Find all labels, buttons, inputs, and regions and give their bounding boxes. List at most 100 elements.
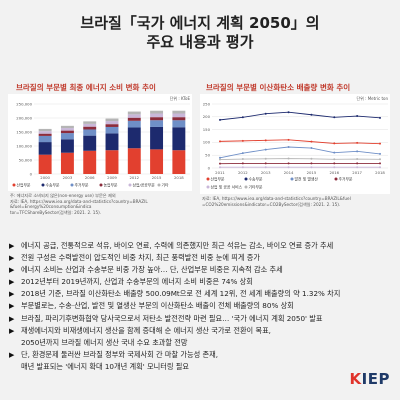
bar-segment [38,131,52,134]
bar-segment [60,139,74,153]
bar-segment [127,111,141,115]
bar-segment [38,154,52,174]
bullet-item: ▶ 부문별로는, 수송·산업, 발전 및 열생산 부문의 이산화탄소 배출이 전체… [6,300,398,312]
y-tick-label: 100,000 [16,143,32,148]
legend-label: 상업 및 공공 서비스 [211,184,243,189]
co2-chart-source: 자료: IEA, https://www.iea.org/data-and-st… [202,196,392,207]
legend-label: 농업부문 [104,182,118,187]
bullet-text: 단, 환경문제 둘러싼 브라질 정부와 국제사회 간 마찰 가능성 존재, [21,349,219,359]
data-point [219,162,221,165]
triangle-bullet-icon: ▶ [9,290,15,299]
legend-swatch [290,177,294,181]
bar-segment [83,121,97,124]
bullet-text: 브라질, 파리기후변화협약 당사국으로서 저탄소 발전전략 마련 필요… '국가… [21,313,323,323]
bullet-text: 2012년부터 2019년까지, 산업과 수송부문의 에너지 소비 비중은 74… [21,277,253,287]
source-line: =CO2%20emissions&indicator=CO2BySector(검… [202,201,341,207]
data-point [264,166,267,169]
bar-segment [105,133,119,151]
bar-segment [60,125,74,129]
bar-segment [83,126,97,130]
data-point [356,158,359,161]
bar-segment [105,124,119,127]
y-tick-label: 50 [205,153,210,158]
x-tick-label: 2016 [329,170,339,175]
series-line [219,146,381,159]
data-point [264,148,267,151]
data-point [219,118,221,121]
triangle-bullet-icon: ▶ [9,314,15,323]
data-point [379,162,381,165]
bar-segment [60,130,74,134]
bar-segment [83,150,97,174]
source-line: &fuel=Energy%20consumption&indica [10,204,92,210]
y-tick-label: 150 [203,127,211,132]
bar-segment [38,128,52,132]
data-point [241,166,244,169]
x-tick-label: 2009 [107,175,117,180]
legend-label: 발전 및 열생산 [295,176,319,181]
data-point [333,142,336,145]
data-point [241,162,244,165]
kiep-logo: KIEP [350,370,390,388]
data-point [264,157,267,160]
page-title: 브라질「국가 에너지 계획 2050」의 주요 내용과 평가 [0,14,400,52]
data-point [310,147,313,150]
y-tick-label: 0 [208,165,211,170]
bar-segment [38,142,52,155]
x-tick-label: 2015 [307,170,317,175]
bar-segment [127,148,141,174]
data-point [310,166,313,169]
bullet-item: ▶ 2012년부터 2019년까지, 산업과 수송부문의 에너지 소비 비중은 7… [6,276,398,288]
legend-swatch [128,183,132,187]
x-tick-label: 2018 [375,170,385,175]
bar-segment [150,113,164,118]
bar-segment [127,127,141,149]
data-point [241,152,244,155]
legend-swatch [99,183,103,187]
triangle-bullet-icon: ▶ [9,278,15,287]
bar-segment [150,110,164,114]
legend-swatch [12,183,16,187]
bar-segment [172,150,186,174]
triangle-bullet-icon: ▶ [9,266,15,275]
energy-consumption-chart: 단위 : KToE 0 50,000 100,000 150,000 200,000 250… [8,94,192,191]
kiep-logo-k: K [349,370,362,388]
data-point [333,116,336,119]
bar-segment [172,127,186,151]
data-point [379,152,381,155]
x-tick-label: 2017 [352,170,362,175]
bar-segment [150,149,164,174]
bar-segment [83,129,97,136]
source-line: tor=TFCShareBySector(검색일: 2021. 2. 15). [10,209,102,215]
bullet-text: 2018년 기준, 브라질 이산화탄소 배출량 500.09Mt으로 전 세계 … [21,289,341,299]
bar-segment [105,126,119,134]
data-point [241,158,244,161]
x-tick-label: 2006 [85,175,95,180]
legend-swatch [41,183,45,187]
chart-background [200,94,390,194]
bullet-item: ▶ 에너지 소비는 산업과 수송부문 비중 가장 높아… 단, 산업부문 비중은 … [6,264,398,276]
data-point [219,158,221,161]
data-point [310,162,313,165]
legend-label: 수송부문 [249,176,263,181]
co2-chart-title: 브라질의 부문별 이산화탄소 배출량 변화 추이 [206,83,351,92]
bar-segment [172,110,186,114]
page-title-line-2: 주요 내용과 평가 [146,33,254,51]
bar-segment [105,118,119,122]
y-tick-label: 100 [203,140,211,145]
data-point [219,140,221,143]
legend-label: 산업부문 [211,176,225,181]
y-tick-label: 50,000 [19,157,33,162]
legend-swatch [206,177,210,181]
data-point [287,157,290,160]
data-point [287,166,290,169]
bar-segment [150,126,164,150]
legend-label: 주거부문 [339,176,353,181]
bullet-item: ▶ 에너지 공급, 전통적으로 석유, 바이오 연료, 수력에 의존했지만 최근 … [6,240,398,252]
unit-label: 단위 : KToE [170,95,191,101]
x-tick-label: 2011 [215,170,225,175]
series-line [219,111,381,121]
data-point [287,146,290,149]
bullet-text: 부문별로는, 수송·산업, 발전 및 열생산 부문의 이산화탄소 배출이 전체 … [21,301,294,311]
data-point [287,111,290,114]
